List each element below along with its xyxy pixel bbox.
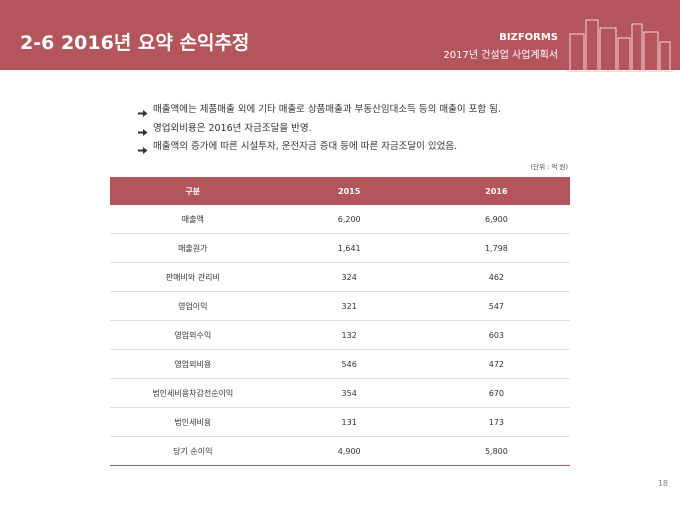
- cell-value: 1,641: [275, 233, 423, 263]
- bullet-text: 매출액에는 제품매출 외에 기타 매출로 상품매출과 부동산임대소득 등의 매출…: [153, 104, 501, 115]
- table-header-row: 구분 2015 2016: [110, 177, 570, 205]
- column-header: 2016: [422, 177, 570, 205]
- cell-value: 603: [422, 320, 570, 350]
- bullet-text: 영업외비용은 2016년 자금조달을 반영.: [153, 122, 312, 134]
- cell-value: 472: [422, 349, 570, 379]
- header-band: [0, 0, 680, 70]
- row-label: 영업이익: [110, 291, 276, 321]
- cell-value: 173: [422, 407, 570, 437]
- table-row: 매출원가 1,641 1,798: [110, 233, 570, 263]
- cell-value: 321: [275, 291, 423, 321]
- cell-value: 6,900: [422, 205, 570, 234]
- arrow-icon: [138, 147, 148, 154]
- cell-value: 131: [275, 407, 423, 437]
- cell-value: 324: [275, 262, 423, 292]
- table-row: 법인세비용차감전순이익 354 670: [110, 378, 570, 408]
- cell-value: 546: [275, 349, 423, 379]
- table-row: 판매비와 관리비 324 462: [110, 262, 570, 292]
- cell-value: 462: [422, 262, 570, 292]
- row-label: 당기 순이익: [110, 436, 276, 466]
- row-label: 매출원가: [110, 233, 276, 263]
- table-row: 법인세비용 131 173: [110, 407, 570, 437]
- arrow-icon: [138, 128, 148, 136]
- row-label: 법인세비용: [110, 407, 276, 437]
- cell-value: 354: [275, 378, 423, 408]
- cell-value: 547: [422, 291, 570, 321]
- row-label: 법인세비용차감전순이익: [110, 378, 276, 408]
- cell-value: 1,798: [422, 233, 570, 263]
- table-body: 매출액 6,200 6,900 매출원가 1,641 1,798 판매비와 관리비 324 46…: [110, 205, 570, 466]
- buildings-illustration: [566, 19, 674, 72]
- row-label: 영업외수익: [110, 320, 276, 350]
- cell-value: 5,800: [422, 436, 570, 466]
- cell-value: 670: [422, 378, 570, 408]
- row-label: 매출액: [110, 205, 276, 234]
- bullet-arrow: [138, 140, 148, 159]
- table-row: 영업외수익 132 603: [110, 320, 570, 350]
- row-label: 판매비와 관리비: [110, 262, 276, 292]
- table-row: 영업외비용 546 472: [110, 349, 570, 379]
- bullet-text: 매출액의 증가에 따른 시설투자, 운전자금 증대 등에 따른 자금조달이 있었…: [153, 141, 458, 152]
- page-number: 18: [657, 479, 668, 488]
- cell-value: 6,200: [275, 205, 423, 234]
- cell-value: 132: [275, 320, 423, 350]
- table-row: 매출액 6,200 6,900: [110, 205, 570, 234]
- unit-note: (단위 : 억 원): [530, 163, 568, 171]
- column-header: 구분: [110, 177, 276, 205]
- arrow-icon: [138, 110, 148, 117]
- bullet-arrow: [138, 122, 148, 141]
- bullet-arrow: [138, 103, 148, 122]
- cell-value: 4,900: [275, 436, 423, 466]
- column-header: 2015: [275, 177, 423, 205]
- doc-subtitle: 2017년 건설업 사업계획서: [443, 50, 558, 61]
- slide-title: 2-6 2016년 요약 손익추정: [20, 32, 250, 54]
- table-row: 영업이익 321 547: [110, 291, 570, 321]
- data-table: 구분 2015 2016 매출액 6,200 6,900 매출원가 1,641 1,798 판매…: [110, 177, 570, 466]
- row-label: 영업외비용: [110, 349, 276, 379]
- brand: BIZFORMS: [499, 32, 558, 43]
- table-row: 당기 순이익 4,900 5,800: [110, 436, 570, 466]
